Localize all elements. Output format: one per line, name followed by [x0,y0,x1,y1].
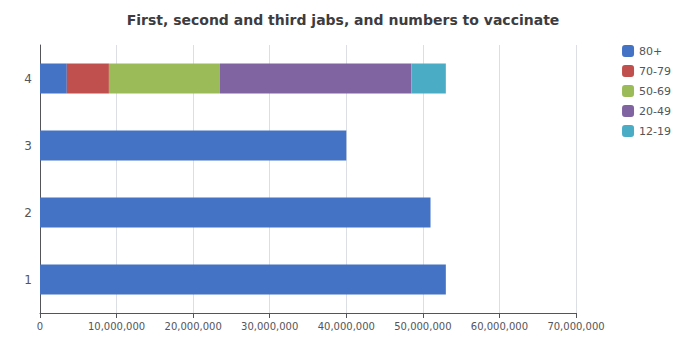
svg-text:70-79: 70-79 [639,65,671,78]
svg-text:30,000,000: 30,000,000 [241,321,298,332]
svg-text:2: 2 [24,206,32,220]
svg-text:60,000,000: 60,000,000 [471,321,528,332]
svg-text:50,000,000: 50,000,000 [394,321,451,332]
svg-text:0: 0 [37,321,43,332]
svg-text:10,000,000: 10,000,000 [88,321,145,332]
svg-text:First, second and third jabs,: First, second and third jabs, and number… [127,12,560,28]
svg-text:70,000,000: 70,000,000 [547,321,604,332]
svg-text:20-49: 20-49 [639,105,671,118]
svg-text:80+: 80+ [639,45,662,58]
svg-text:40,000,000: 40,000,000 [318,321,375,332]
svg-text:3: 3 [24,139,32,153]
svg-text:20,000,000: 20,000,000 [165,321,222,332]
svg-text:12-19: 12-19 [639,125,671,138]
svg-text:4: 4 [24,72,32,86]
svg-text:1: 1 [24,273,32,287]
svg-text:50-69: 50-69 [639,85,671,98]
